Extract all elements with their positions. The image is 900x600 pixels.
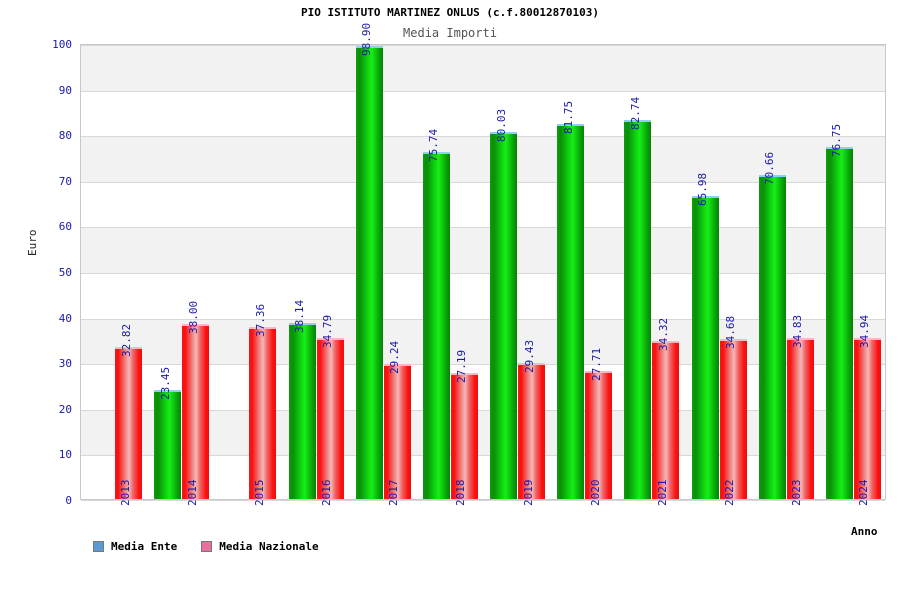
bar[interactable] (624, 119, 652, 499)
x-axis-tick-label: 2015 (252, 479, 266, 507)
bar[interactable] (182, 323, 210, 499)
bar[interactable] (355, 46, 383, 499)
legend-swatch (93, 541, 104, 552)
gridline (81, 455, 885, 457)
x-axis-label: Anno (851, 525, 878, 538)
y-axis-tick-label: 100 (52, 38, 72, 51)
bar[interactable] (249, 326, 277, 499)
gridline (81, 90, 885, 92)
bar-value-label: 34.68 (724, 315, 738, 349)
bar[interactable] (422, 151, 450, 499)
legend-item[interactable]: Media Ente (93, 540, 177, 553)
bar-value-label: 38.00 (186, 300, 200, 334)
bar[interactable] (518, 362, 546, 499)
gridline (81, 273, 885, 274)
bar[interactable] (652, 340, 680, 499)
bar-value-label: 80.03 (494, 108, 508, 143)
gridline (81, 227, 885, 229)
x-axis-tick-label: 2020 (588, 479, 602, 507)
x-axis-tick-label: 2014 (185, 479, 199, 507)
bar-value-label: 65.98 (696, 173, 710, 207)
bar[interactable] (383, 363, 411, 499)
bar-value-label: 34.83 (791, 315, 805, 349)
legend-label: Media Ente (111, 540, 178, 553)
bar[interactable] (115, 347, 143, 499)
y-axis-tick-label: 90 (58, 83, 72, 97)
bar[interactable] (585, 370, 613, 499)
bar-value-label: 37.36 (253, 303, 267, 337)
bar[interactable] (288, 323, 316, 499)
legend-swatch (201, 541, 213, 552)
bar-value-label: 23.45 (158, 366, 172, 401)
bar[interactable] (316, 338, 344, 499)
bar[interactable] (691, 196, 719, 499)
gridline (81, 45, 885, 46)
background-band (81, 318, 885, 365)
x-axis-tick-label: 2024 (857, 479, 871, 507)
gridline (81, 318, 885, 320)
background-band (81, 409, 885, 456)
bar-value-label: 32.82 (119, 324, 133, 358)
y-axis-label: Euro (26, 229, 39, 257)
x-axis-tick-label: 2018 (454, 479, 468, 507)
background-band (81, 45, 885, 91)
bar[interactable] (786, 338, 814, 499)
bar-value-label: 29.24 (388, 340, 402, 374)
bar[interactable] (557, 124, 585, 499)
chart-title: PIO ISTITUTO MARTINEZ ONLUS (c.f.8001287… (300, 6, 599, 19)
x-axis-tick-label: 2017 (387, 479, 401, 507)
gridline (81, 500, 885, 501)
y-axis-tick-label: 80 (58, 129, 72, 143)
bar-value-label: 29.43 (522, 339, 536, 373)
bar[interactable] (154, 390, 182, 499)
y-axis-tick-label: 70 (58, 174, 72, 188)
bar-value-label: 82.74 (628, 96, 642, 130)
y-axis-tick-label: 30 (58, 357, 72, 371)
gridline (81, 364, 885, 366)
chart-subtitle: Media Importi (403, 26, 497, 40)
legend-label: Media Nazionale (219, 540, 319, 553)
x-axis-tick-label: 2019 (521, 479, 535, 507)
y-axis-tick-label: 10 (58, 448, 72, 462)
gridline (81, 181, 885, 183)
y-axis-tick-label: 20 (58, 402, 72, 416)
plot-area (80, 44, 886, 501)
bar-value-label: 38.14 (293, 299, 307, 334)
bar[interactable] (758, 174, 786, 499)
bar-value-label: 34.79 (321, 315, 335, 349)
y-axis-tick-label: 40 (58, 311, 72, 325)
x-axis-tick-label: 2022 (723, 479, 737, 507)
background-band (81, 136, 885, 182)
y-axis-tick-label: 60 (58, 220, 72, 234)
y-axis-tick-label: 0 (65, 494, 72, 507)
gridline (81, 136, 885, 138)
bar[interactable] (719, 338, 747, 499)
bar-value-label: 75.74 (427, 128, 441, 162)
bar-value-label: 76.75 (830, 123, 844, 158)
gridline (81, 409, 885, 411)
bar[interactable] (490, 132, 518, 499)
background-band (81, 227, 885, 273)
bar-value-label: 70.66 (763, 151, 777, 185)
bar-value-label: 81.75 (561, 101, 575, 135)
x-axis-tick-label: 2016 (320, 479, 334, 507)
chart-legend: Media Ente Media Nazionale (93, 540, 343, 553)
x-axis-tick-label: 2021 (655, 479, 669, 507)
x-axis-tick-label: 2023 (790, 479, 804, 507)
bar-value-label: 34.32 (656, 317, 670, 351)
legend-item[interactable]: Media Nazionale (201, 540, 319, 553)
y-axis-tick-label: 50 (58, 266, 72, 279)
bar[interactable] (853, 337, 881, 499)
bar-value-label: 98.90 (360, 22, 374, 57)
bar[interactable] (450, 373, 478, 499)
bar[interactable] (825, 147, 853, 499)
x-axis-tick-label: 2013 (118, 479, 132, 507)
bar-value-label: 34.94 (858, 314, 872, 348)
bar-value-label: 27.19 (455, 349, 469, 383)
bar-value-label: 27.71 (589, 347, 603, 381)
